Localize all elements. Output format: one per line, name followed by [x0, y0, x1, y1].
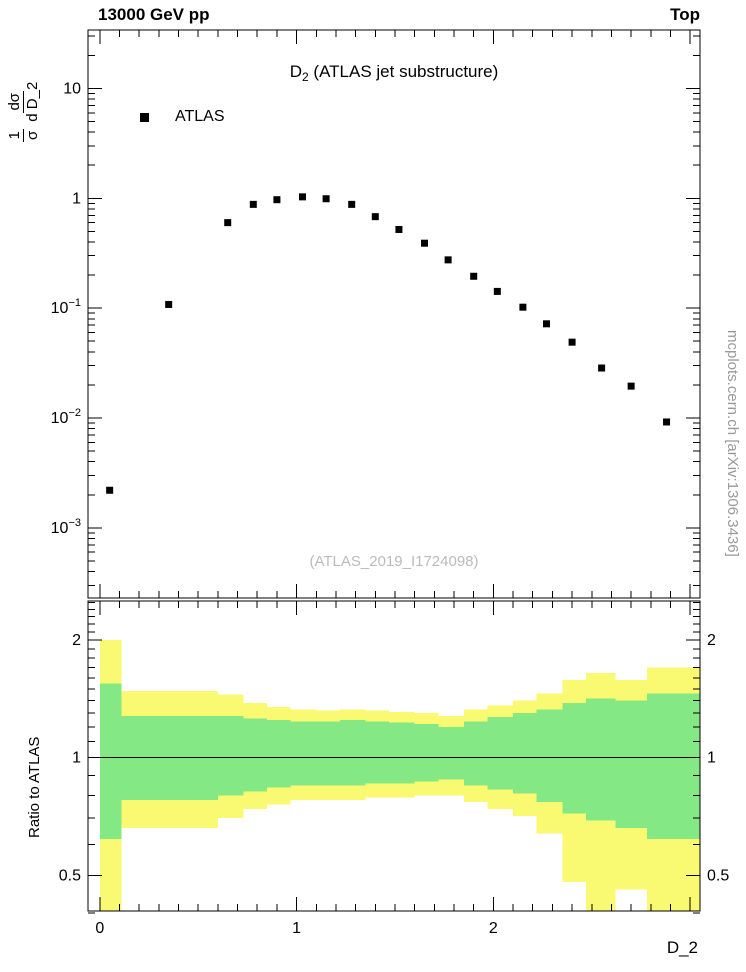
data-point: [598, 364, 606, 372]
data-point: [663, 418, 671, 426]
ratio-y-tick-label-right: 2: [707, 632, 716, 649]
main-frame: [87, 29, 701, 599]
data-point: [273, 196, 281, 204]
data-point: [298, 193, 306, 201]
ylabel-numerator-2: dσ: [6, 90, 25, 113]
ratio-band-inner: [463, 721, 488, 786]
beam-energy-label: 13000 GeV pp: [98, 5, 210, 24]
data-point: [322, 195, 330, 203]
data-point: [106, 486, 114, 494]
ratio-band-inner: [243, 718, 268, 792]
ratio-band-inner: [536, 709, 563, 803]
ratio-y-tick-label-left: 0.5: [59, 867, 81, 884]
ratio-band-inner: [339, 719, 366, 786]
main-y-tick-label: 10: [63, 80, 81, 97]
data-point: [470, 272, 478, 280]
legend-label: ATLAS: [175, 108, 225, 125]
ratio-band-inner: [646, 693, 700, 839]
ratio-band-inner: [513, 713, 537, 794]
plot-title-subscript: 2: [302, 70, 309, 84]
ratio-band-inner: [365, 721, 390, 784]
data-point: [395, 225, 403, 233]
legend: ATLAS: [140, 108, 225, 126]
ratio-y-tick-label-right: 1: [707, 750, 716, 767]
x-tick-label: 2: [489, 920, 498, 937]
data-point: [444, 256, 452, 264]
ylabel-numerator-1: 1: [6, 129, 25, 142]
ylabel-fraction-2: dσ d D_2: [6, 80, 42, 124]
ratio-band-inner: [487, 717, 514, 790]
data-point: [627, 382, 635, 390]
ratio-band-inner: [615, 700, 647, 829]
data-point: [543, 320, 551, 328]
mcplots-attribution: mcplots.cern.ch [arXiv:1306.3436]: [724, 330, 741, 557]
ratio-band-inner: [585, 698, 616, 821]
ratio-band-inner: [562, 703, 586, 814]
analysis-watermark: (ATLAS_2019_I1724098): [309, 553, 479, 570]
ratio-band-inner: [389, 722, 415, 784]
ratio-band-inner: [414, 724, 439, 782]
main-y-tick-label: 10−2: [51, 407, 81, 427]
ratio-band-inner: [217, 715, 244, 796]
x-tick-label: 0: [95, 920, 104, 937]
data-point: [568, 338, 576, 346]
data-point: [421, 239, 429, 247]
data-point: [249, 200, 257, 208]
data-point: [348, 200, 356, 208]
ylabel-denominator-1: σ: [24, 130, 42, 140]
legend-marker-square: [140, 112, 149, 122]
main-y-tick-label: 10−1: [51, 297, 81, 317]
ratio-frame: [87, 600, 701, 912]
main-y-tick-label: 10−3: [51, 517, 81, 537]
main-y-tick-label: 1: [72, 190, 81, 207]
ratio-y-axis-label: Ratio to ATLAS: [26, 736, 43, 838]
data-point: [224, 219, 232, 227]
ratio-band-inner: [438, 726, 464, 780]
ratio-y-tick-label-left: 1: [72, 750, 81, 767]
plot-title-base: D: [289, 62, 302, 81]
x-tick-label: 1: [292, 920, 301, 937]
ratio-y-tick-label-right: 0.5: [707, 867, 729, 884]
ylabel-denominator-2: d D_2: [24, 81, 42, 122]
plot-title: D2 (ATLAS jet substructure): [88, 62, 700, 84]
data-point: [165, 300, 173, 308]
ratio-band-inner: [99, 683, 122, 839]
ratio-band-inner: [316, 721, 340, 786]
x-axis-label: D_2: [666, 938, 698, 957]
ratio-band-inner: [290, 721, 317, 786]
data-point: [519, 303, 527, 311]
plot-title-rest: (ATLAS jet substructure): [308, 62, 499, 81]
ratio-y-tick-label-left: 2: [72, 632, 81, 649]
data-point: [493, 287, 501, 295]
process-label: Top: [670, 5, 700, 24]
data-point: [371, 213, 379, 221]
ratio-band-inner: [267, 719, 291, 788]
